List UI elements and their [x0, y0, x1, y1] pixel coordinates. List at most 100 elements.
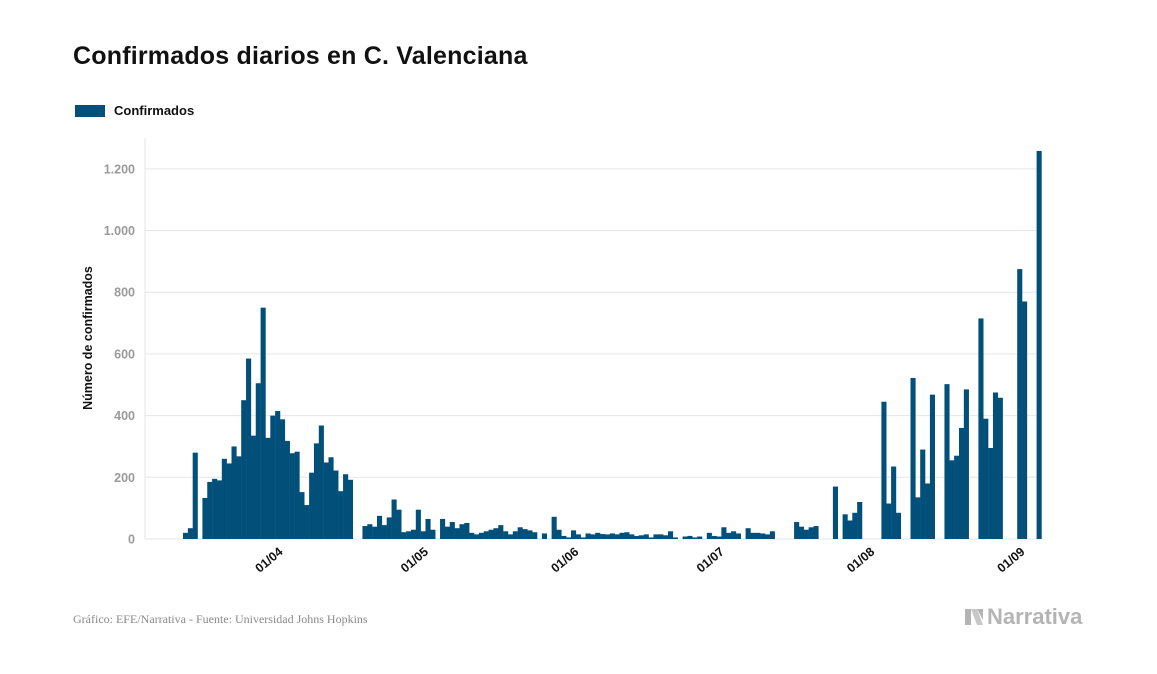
bar [430, 529, 436, 539]
bar [415, 509, 421, 539]
bar [663, 535, 669, 539]
source-credit: Gráfico: EFE/Narrativa - Fuente: Univers… [73, 612, 368, 626]
bar [609, 533, 615, 539]
legend-label: Confirmados [114, 103, 195, 118]
bar [760, 533, 766, 539]
bar [614, 534, 620, 539]
bar [915, 497, 921, 539]
y-axis-title: Número de confirmados [81, 266, 95, 410]
bar [284, 440, 290, 539]
x-tick-label: 01/05 [398, 545, 431, 576]
bar [847, 520, 853, 539]
bar [294, 451, 300, 539]
bar [697, 536, 703, 539]
bar [187, 528, 193, 539]
bar [459, 524, 465, 539]
bar [920, 449, 926, 539]
bar [440, 518, 446, 539]
bar [653, 534, 659, 539]
x-tick-label: 01/08 [844, 545, 877, 576]
bar [216, 480, 223, 539]
bar [769, 531, 775, 539]
bar [672, 537, 678, 539]
bar [813, 526, 819, 539]
bar [406, 531, 412, 539]
bar [338, 491, 344, 539]
narrativa-logo-icon [965, 609, 983, 625]
bar [532, 532, 538, 539]
bar [604, 534, 611, 539]
bar-chart: 0 200 400 600 800 1.000 1.200 Número de confirm… [81, 138, 1042, 576]
y-tick-label: 1.000 [104, 224, 135, 238]
bar [716, 536, 722, 539]
bar [988, 448, 994, 539]
bar [464, 522, 470, 539]
bar [493, 528, 499, 539]
bar [226, 463, 232, 539]
bar [280, 419, 286, 539]
bar [299, 492, 305, 539]
bar [265, 437, 271, 539]
bar [585, 533, 591, 539]
bar [444, 526, 450, 539]
bar [377, 515, 383, 539]
bar [619, 532, 625, 539]
bar [721, 527, 727, 539]
bar [449, 522, 455, 539]
bar [925, 483, 931, 539]
bar [386, 517, 392, 539]
bar [595, 532, 601, 539]
bar [944, 384, 950, 539]
bar [711, 535, 717, 539]
bar [624, 532, 630, 539]
bar [648, 537, 654, 539]
y-tick-label: 400 [114, 409, 135, 423]
bar [891, 466, 897, 539]
bar [997, 397, 1003, 539]
bar [551, 516, 557, 539]
y-tick-label: 600 [114, 347, 135, 361]
bar [503, 531, 509, 539]
bar [522, 529, 528, 539]
bar [949, 460, 955, 539]
bar [372, 526, 378, 539]
bar [910, 377, 916, 539]
bar [410, 529, 417, 539]
bar [221, 458, 227, 539]
bar [832, 486, 838, 539]
bar [881, 401, 887, 539]
bar [255, 383, 261, 539]
bar [852, 512, 858, 539]
bar [755, 532, 761, 539]
bar [580, 537, 586, 539]
bar [309, 472, 315, 539]
bar [600, 534, 606, 539]
bar [381, 525, 387, 539]
bar [512, 531, 518, 539]
bar [396, 509, 402, 539]
bar [313, 443, 320, 539]
bar [275, 410, 281, 539]
bar [561, 535, 567, 539]
bar [318, 425, 324, 539]
y-tick-label: 200 [114, 471, 135, 485]
bar [527, 530, 533, 539]
bar [323, 462, 329, 539]
brand-logo: Narrativa [963, 604, 1082, 630]
bar [401, 532, 407, 539]
bar [643, 534, 649, 539]
bar [929, 394, 935, 539]
bar [638, 535, 644, 539]
bar [236, 456, 242, 539]
bar [347, 479, 353, 539]
bar [212, 478, 218, 539]
bar [629, 534, 635, 539]
bar [469, 532, 475, 539]
y-tick-label: 0 [128, 533, 135, 547]
y-tick-label: 800 [114, 286, 135, 300]
bar [192, 452, 198, 539]
bar [517, 527, 523, 539]
bar [541, 533, 547, 539]
bar [803, 529, 809, 539]
bar [959, 427, 965, 539]
